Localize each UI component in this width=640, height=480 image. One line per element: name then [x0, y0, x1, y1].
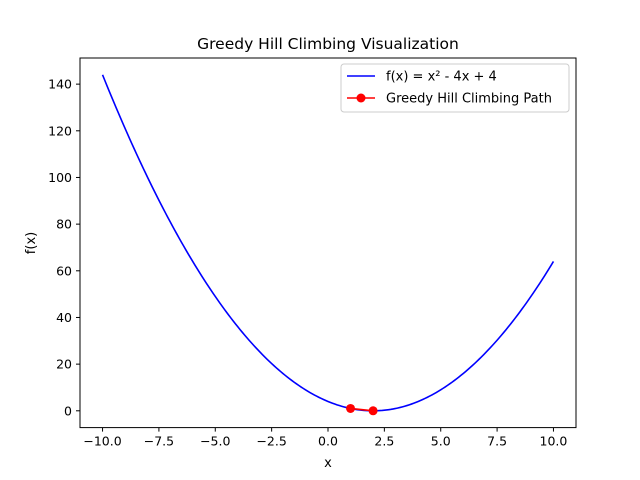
x-axis-label: x [324, 456, 332, 471]
x-tick-label: −10.0 [83, 434, 121, 449]
climbing-path-point [346, 403, 356, 413]
x-tick-label: 10.0 [540, 434, 568, 449]
x-axis: −10.0 −7.5 −5.0 −2.5 0.0 2.5 5.0 7.5 10.0 [83, 427, 568, 449]
legend-curve-label: f(x) = x² - 4x + 4 [386, 70, 497, 85]
legend-path-marker [356, 93, 366, 103]
y-tick-label: 100 [48, 170, 72, 185]
x-tick-label: 7.5 [487, 434, 507, 449]
y-tick-label: 0 [64, 403, 72, 418]
y-axis: 0 20 40 60 80 100 120 140 [48, 77, 80, 418]
y-tick-label: 80 [56, 217, 72, 232]
legend: f(x) = x² - 4x + 4 Greedy Hill Climbing … [340, 63, 570, 113]
x-tick-label: 0.0 [318, 434, 338, 449]
x-tick-label: 2.5 [374, 434, 394, 449]
x-tick-label: −7.5 [144, 434, 174, 449]
y-axis-label: f(x) [24, 232, 39, 254]
legend-path-label: Greedy Hill Climbing Path [386, 92, 552, 107]
plot-area [101, 74, 555, 416]
function-curve-line [101, 74, 555, 412]
y-tick-label: 120 [48, 123, 72, 138]
x-tick-label: 5.0 [431, 434, 451, 449]
y-tick-label: 60 [56, 263, 72, 278]
chart-title: Greedy Hill Climbing Visualization [197, 35, 459, 53]
legend-box [340, 63, 570, 113]
plot-frame [79, 57, 577, 429]
y-tick-label: 20 [56, 357, 72, 372]
x-tick-label: −5.0 [200, 434, 230, 449]
climbing-path-point [368, 406, 378, 416]
y-tick-label: 140 [48, 77, 72, 92]
y-tick-label: 40 [56, 310, 72, 325]
x-tick-label: −2.5 [256, 434, 286, 449]
